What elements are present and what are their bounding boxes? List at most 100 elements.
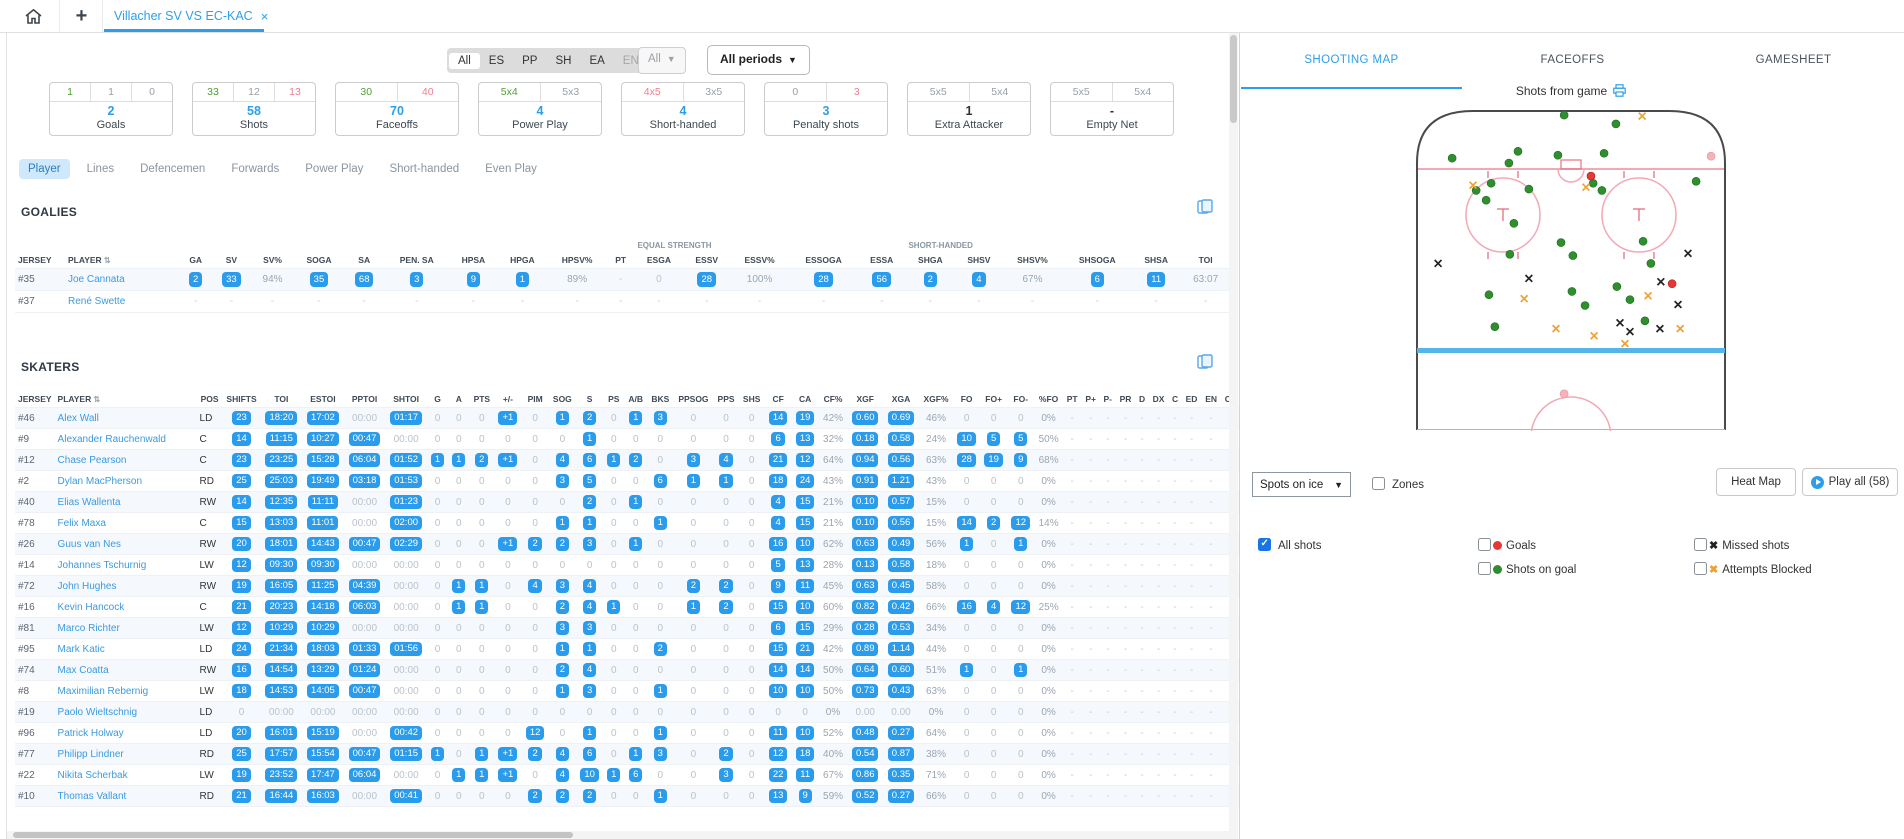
column-header-a[interactable]: A — [455, 394, 462, 404]
heat-map-button[interactable]: Heat Map — [1716, 468, 1796, 496]
shot-marker-block[interactable] — [1644, 291, 1653, 300]
shot-marker-sog[interactable] — [1646, 259, 1656, 268]
column-header-d[interactable]: D — [1138, 394, 1146, 404]
column-header-s[interactable]: S — [586, 394, 593, 404]
shot-marker-sog[interactable] — [1597, 186, 1607, 195]
column-header-dx[interactable]: DX — [1152, 394, 1165, 404]
attempts-blocked-checkbox[interactable] — [1694, 562, 1707, 575]
vertical-scrollbar[interactable] — [1229, 33, 1238, 839]
spots-on-ice-select[interactable]: Spots on ice ▼ — [1252, 472, 1351, 497]
player-link[interactable]: Paolo Wieltschnig — [57, 706, 138, 718]
strength-option-pp[interactable]: PP — [522, 54, 538, 67]
column-header-sa[interactable]: SA — [358, 255, 371, 265]
column-header-fo[interactable]: FO — [960, 394, 973, 404]
column-header-estoi[interactable]: ESTOI — [310, 394, 336, 404]
column-header-shs[interactable]: SHS — [742, 394, 761, 404]
column-header-jersey[interactable]: JERSEY — [18, 255, 52, 265]
player-link[interactable]: Dylan MacPherson — [57, 475, 143, 487]
shot-marker-sog[interactable] — [1524, 184, 1534, 194]
column-header-%fo[interactable]: %FO — [1038, 394, 1059, 404]
player-link[interactable]: Philipp Lindner — [57, 748, 124, 760]
column-header-pim[interactable]: PIM — [527, 394, 543, 404]
column-header-cf%[interactable]: CF% — [823, 394, 843, 404]
shot-marker-miss[interactable] — [1615, 318, 1624, 327]
game-tab[interactable]: Villacher SV VS EC-KAC × — [104, 0, 278, 32]
panel-tab-gamesheet[interactable]: GAMESHEET — [1755, 54, 1832, 66]
player-link[interactable]: Alex Wall — [57, 412, 99, 424]
player-link[interactable]: Patrick Holway — [57, 727, 124, 739]
scrollbar-thumb[interactable] — [1230, 35, 1237, 123]
column-header-sog[interactable]: SOG — [552, 394, 572, 404]
shot-marker-sog[interactable] — [1638, 236, 1648, 246]
column-header-bks[interactable]: BKS — [651, 394, 670, 404]
home-button[interactable] — [8, 0, 60, 32]
shot-marker-sog[interactable] — [1625, 295, 1635, 304]
column-header-player[interactable]: PLAYER ⇅ — [68, 255, 111, 265]
shot-marker-sog[interactable] — [1640, 316, 1650, 326]
shot-marker-sog[interactable] — [1568, 251, 1578, 260]
view-tab-even-play[interactable]: Even Play — [485, 163, 537, 175]
column-header-shsoga[interactable]: SHSOGA — [1078, 255, 1116, 265]
column-header-sv%[interactable]: SV% — [263, 255, 282, 265]
team-filter-dropdown[interactable]: All ▼ — [638, 47, 686, 74]
player-link[interactable]: Elias Wallenta — [57, 496, 121, 508]
player-link[interactable]: Chase Pearson — [57, 454, 127, 466]
column-header-ga[interactable]: GA — [189, 255, 203, 265]
column-header-shga[interactable]: SHGA — [918, 255, 943, 265]
view-tab-player[interactable]: Player — [19, 159, 70, 179]
close-tab-icon[interactable]: × — [260, 8, 269, 24]
shot-marker-sog[interactable] — [1580, 301, 1590, 310]
strength-option-all[interactable]: All — [449, 52, 480, 69]
player-link[interactable]: Nikita Scherbak — [57, 769, 128, 781]
column-header-essa[interactable]: ESSA — [870, 255, 894, 265]
view-tab-short-handed[interactable]: Short-handed — [389, 163, 460, 175]
column-header-pt[interactable]: PT — [615, 255, 627, 265]
shot-marker-sog[interactable] — [1556, 238, 1566, 247]
shot-marker-block[interactable] — [1620, 339, 1629, 348]
column-header-fo+[interactable]: FO+ — [985, 394, 1003, 404]
shots-on-goal-checkbox[interactable] — [1478, 562, 1491, 575]
strength-option-es[interactable]: ES — [488, 54, 505, 67]
shot-marker-miss[interactable] — [1625, 327, 1634, 336]
column-header-shsv%[interactable]: SHSV% — [1017, 255, 1048, 265]
player-link[interactable]: Felix Maxa — [57, 517, 106, 529]
column-header-g[interactable]: G — [434, 394, 441, 404]
column-header-cf[interactable]: CF — [772, 394, 784, 404]
column-header-+/-[interactable]: +/- — [502, 394, 513, 404]
new-tab-button[interactable]: + — [61, 0, 103, 32]
column-header-shtoi[interactable]: SHTOI — [393, 394, 420, 404]
column-header-pptoi[interactable]: PPTOI — [351, 394, 378, 404]
shot-marker-block[interactable] — [1590, 331, 1599, 340]
column-header-ca[interactable]: CA — [799, 394, 812, 404]
shot-marker-block[interactable] — [1520, 294, 1529, 303]
player-link[interactable]: Guus van Nes — [57, 538, 121, 550]
shot-marker-sog[interactable] — [1471, 186, 1481, 195]
column-header-hpga[interactable]: HPGA — [510, 255, 535, 265]
column-header-essoga[interactable]: ESSOGA — [805, 255, 842, 265]
column-header-pensa[interactable]: PEN. SA — [399, 255, 434, 265]
player-link[interactable]: Kevin Hancock — [57, 601, 125, 613]
column-header-p-[interactable]: P- — [1103, 394, 1113, 404]
panel-tab-faceoffs[interactable]: FACEOFFS — [1540, 54, 1605, 66]
view-tab-forwards[interactable]: Forwards — [231, 163, 280, 175]
view-tab-power-play[interactable]: Power Play — [305, 163, 364, 175]
columns-icon[interactable] — [1197, 199, 1213, 215]
column-header-shifts[interactable]: SHIFTS — [226, 394, 257, 404]
column-header-pos[interactable]: POS — [200, 394, 219, 404]
shot-marker-block[interactable] — [1638, 112, 1647, 121]
shot-marker-sog[interactable] — [1481, 195, 1491, 205]
scrollbar-thumb[interactable] — [13, 832, 573, 838]
column-header-ppsog[interactable]: PPSOG — [678, 394, 709, 404]
player-link[interactable]: Marco Richter — [57, 622, 120, 634]
column-header-essv[interactable]: ESSV — [695, 255, 719, 265]
column-header-player[interactable]: PLAYER ⇅ — [57, 394, 101, 404]
shot-marker-miss[interactable] — [1655, 324, 1664, 333]
player-link[interactable]: Johannes Tschurnig — [57, 559, 147, 571]
strength-option-ea[interactable]: EA — [589, 54, 605, 67]
column-header-xgf%[interactable]: XGF% — [923, 394, 949, 404]
view-tab-defencemen[interactable]: Defencemen — [140, 163, 206, 175]
column-header-toi[interactable]: TOI — [1198, 255, 1213, 265]
all-shots-checkbox[interactable] — [1258, 538, 1271, 551]
shot-marker-sog[interactable] — [1486, 178, 1496, 188]
player-link[interactable]: Alexander Rauchenwald — [57, 433, 166, 445]
